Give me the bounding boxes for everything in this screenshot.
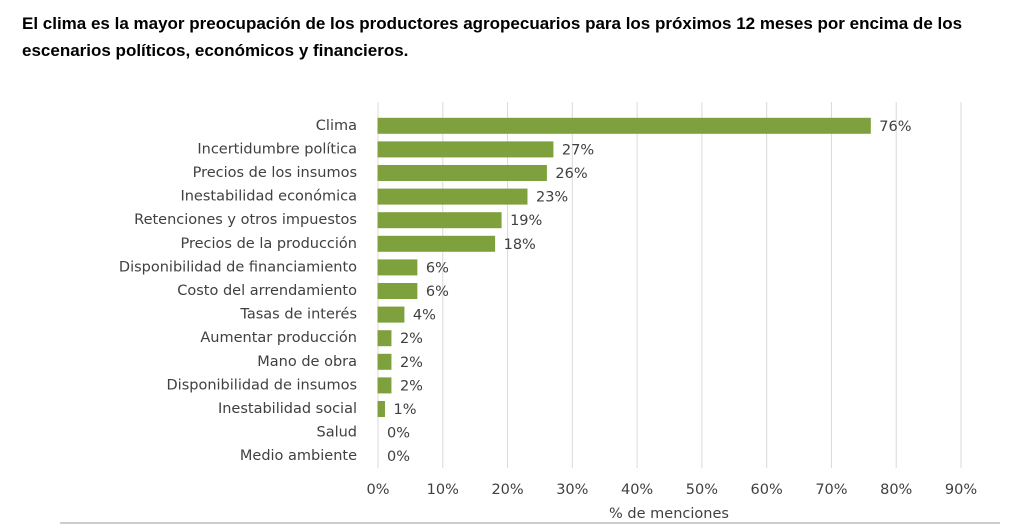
y-tick-label: Medio ambiente <box>240 448 357 464</box>
y-tick-label: Costo del arrendamiento <box>177 283 357 299</box>
y-tick-label: Mano de obra <box>257 354 357 370</box>
data-label: 76% <box>879 119 911 135</box>
y-tick-label: Clima <box>316 118 357 134</box>
bar <box>377 306 405 323</box>
data-label: 18% <box>504 237 536 253</box>
data-label: 0% <box>387 449 410 465</box>
y-tick-label: Precios de los insumos <box>193 165 357 181</box>
bar <box>377 330 392 347</box>
data-label: 6% <box>426 260 449 276</box>
chart-title: El clima es la mayor preocupación de los… <box>22 14 963 60</box>
bar <box>377 235 496 252</box>
x-tick-label: 70% <box>815 482 847 498</box>
bar <box>377 353 392 370</box>
y-tick-label: Salud <box>316 425 357 441</box>
x-tick-label: 30% <box>556 482 588 498</box>
data-label: 2% <box>400 331 423 347</box>
bar <box>377 377 392 394</box>
x-tick-label: 10% <box>427 482 459 498</box>
data-label: 27% <box>562 142 594 158</box>
bar <box>377 117 871 134</box>
data-label: 6% <box>426 284 449 300</box>
y-tick-label: Retenciones y otros impuestos <box>134 212 357 228</box>
x-tick-label: 20% <box>491 482 523 498</box>
y-tick-label: Inestabilidad económica <box>180 189 357 205</box>
bar <box>377 141 554 158</box>
data-label: 2% <box>400 355 423 371</box>
x-tick-label: 40% <box>621 482 653 498</box>
data-label: 0% <box>387 426 410 442</box>
x-tick-label: 90% <box>945 482 977 498</box>
y-tick-label: Aumentar producción <box>200 330 357 346</box>
y-tick-label: Disponibilidad de financiamiento <box>119 259 357 275</box>
y-tick-label: Incertidumbre política <box>197 141 357 157</box>
bar <box>377 401 385 417</box>
bar <box>377 259 418 276</box>
y-tick-label: Tasas de interés <box>239 307 357 323</box>
y-tick-label: Disponibilidad de insumos <box>167 377 357 393</box>
x-axis-title: % de menciones <box>609 506 729 522</box>
data-label: 2% <box>400 378 423 394</box>
x-tick-label: 80% <box>880 482 912 498</box>
data-label: 19% <box>510 213 542 229</box>
data-label: 1% <box>393 402 416 418</box>
x-tick-label: 60% <box>751 482 783 498</box>
bar <box>377 165 547 181</box>
data-label: 23% <box>536 190 568 206</box>
x-tick-label: 0% <box>366 482 389 498</box>
y-tick-label: Precios de la producción <box>181 236 358 252</box>
bar <box>377 188 528 205</box>
bar <box>377 212 502 229</box>
data-label: 26% <box>555 166 587 182</box>
x-tick-label: 50% <box>686 482 718 498</box>
bar <box>377 283 418 299</box>
data-label: 4% <box>413 308 436 324</box>
y-tick-label: Inestabilidad social <box>218 401 357 417</box>
